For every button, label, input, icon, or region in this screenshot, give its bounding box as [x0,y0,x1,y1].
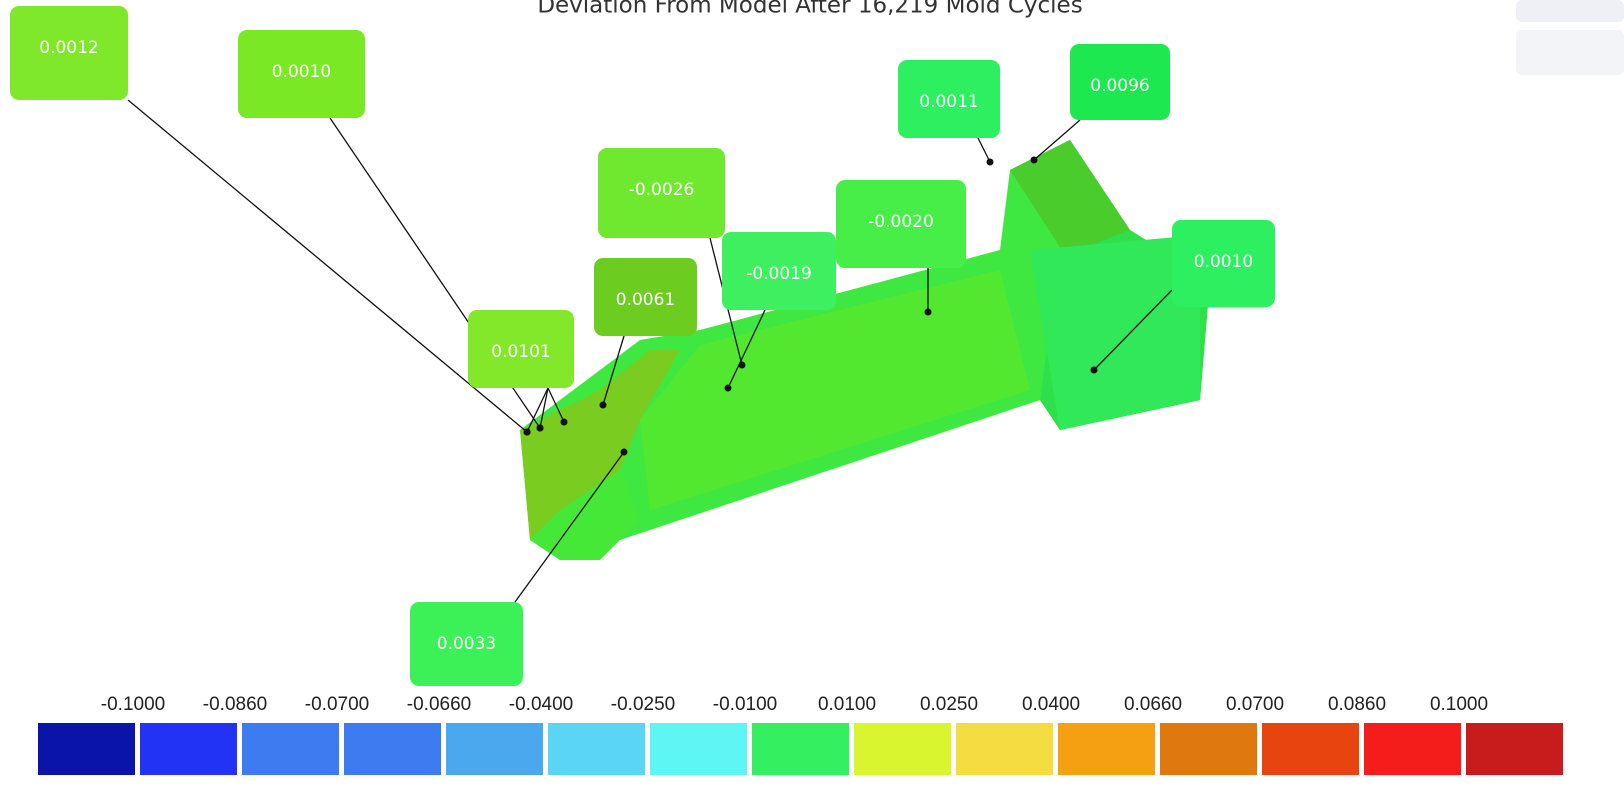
legend-swatch [242,723,339,775]
legend-tick-label: 0.0100 [818,694,876,715]
callout-label: 0.0011 [919,92,978,112]
legend-swatch [446,723,543,775]
legend-swatch [38,723,135,775]
callout-label: 0.0010 [1194,252,1253,272]
legend-swatch [650,723,747,775]
legend-swatch [344,723,441,775]
legend-tick-label: -0.0700 [305,694,369,715]
leader-dot [537,425,544,432]
callout-label: 0.0096 [1090,76,1149,96]
callout-label: -0.0026 [629,180,695,200]
title: Deviation From Model After 16,219 Mold C… [537,0,1082,19]
legend-tick-label: -0.0100 [713,694,777,715]
leader-dot [987,159,994,166]
leader-dot [621,449,628,456]
callout-label: 0.0010 [272,62,331,82]
callout-label: -0.0020 [868,212,934,232]
leader-dot [524,429,531,436]
callout-label: 0.0101 [491,342,550,362]
legend-tick-label: 0.0400 [1022,694,1080,715]
legend-swatch [956,723,1053,775]
leader-dot [561,419,568,426]
legend-tick-label: -0.1000 [101,694,165,715]
callout-label: 0.0033 [437,634,496,654]
legend-swatch [1058,723,1155,775]
deviation-map: Deviation From Model After 16,219 Mold C… [0,0,1624,807]
legend-tick-label: 0.0860 [1328,694,1386,715]
ui-widget [1516,0,1624,22]
legend-swatch [548,723,645,775]
legend-swatch [140,723,237,775]
legend-tick-label: 0.0700 [1226,694,1284,715]
legend-swatch [1160,723,1257,775]
leader-dot [600,402,607,409]
ui-widget [1516,30,1624,75]
legend-swatch [752,723,849,775]
callout-label: -0.0019 [746,264,812,284]
legend-tick-label: 0.1000 [1430,694,1488,715]
legend-tick-label: -0.0250 [611,694,675,715]
leader-dot [1031,157,1038,164]
legend-tick-label: 0.0250 [920,694,978,715]
legend-tick-label: 0.0660 [1124,694,1182,715]
leader-line [978,138,990,162]
leader-dot [1091,367,1098,374]
legend-tick-label: -0.0400 [509,694,573,715]
legend-swatch [1262,723,1359,775]
legend-swatch [854,723,951,775]
legend-tick-label: -0.0660 [407,694,471,715]
leader-dot [925,309,932,316]
legend-tick-label: -0.0860 [203,694,267,715]
legend-swatch [1466,723,1563,775]
callout-label: 0.0061 [616,290,675,310]
callout-label: 0.0012 [39,38,98,58]
legend-swatch [1364,723,1461,775]
leader-line [128,100,527,432]
leader-dot [725,385,732,392]
